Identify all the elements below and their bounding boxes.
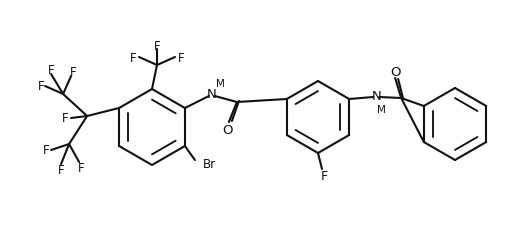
Text: F: F xyxy=(321,169,328,182)
Text: N: N xyxy=(372,90,381,103)
Text: Br: Br xyxy=(203,158,216,171)
Text: F: F xyxy=(154,39,160,52)
Text: M: M xyxy=(216,79,225,89)
Text: F: F xyxy=(43,144,49,157)
Text: F: F xyxy=(62,112,69,125)
Text: F: F xyxy=(48,63,54,76)
Text: F: F xyxy=(38,80,45,93)
Text: F: F xyxy=(178,51,184,64)
Text: F: F xyxy=(78,162,84,175)
Text: F: F xyxy=(70,65,77,78)
Text: F: F xyxy=(129,51,136,64)
Text: M: M xyxy=(377,104,386,115)
Text: N: N xyxy=(207,88,217,101)
Text: F: F xyxy=(58,164,64,177)
Text: O: O xyxy=(223,123,233,136)
Text: O: O xyxy=(390,65,400,78)
